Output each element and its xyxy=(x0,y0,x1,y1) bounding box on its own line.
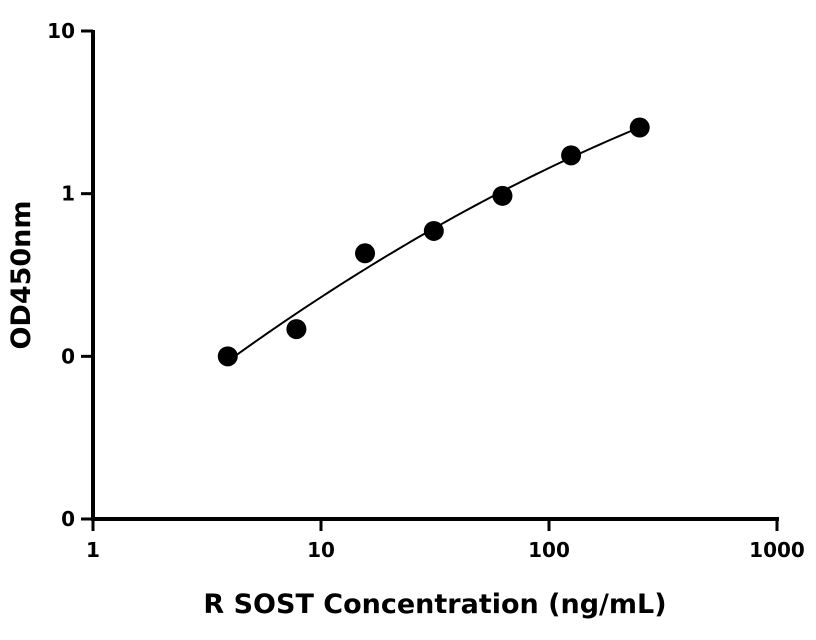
data-point xyxy=(217,346,238,367)
data-point xyxy=(492,185,513,206)
x-axis-title: R SOST Concentration (ng/mL) xyxy=(203,589,666,620)
data-point xyxy=(629,117,650,138)
x-tick-label: 100 xyxy=(528,538,570,562)
y-ticks: 0 0 1 10 xyxy=(47,19,93,531)
y-tick-label: 1 xyxy=(61,182,75,206)
y-tick-label: 10 xyxy=(47,19,75,43)
data-points xyxy=(217,117,650,367)
data-point xyxy=(561,145,582,166)
y-tick-label: 0 xyxy=(61,344,75,368)
data-point xyxy=(286,319,307,340)
y-axis-title: OD450nm xyxy=(6,200,37,349)
data-point xyxy=(355,243,376,264)
x-tick-label: 10 xyxy=(307,538,335,562)
y-tick-label: 0 xyxy=(61,507,75,531)
x-tick-label: 1 xyxy=(86,538,100,562)
data-point xyxy=(423,220,444,241)
x-ticks: 1 10 100 1000 xyxy=(86,519,805,562)
y-axis: 0 0 1 10 xyxy=(47,19,95,531)
x-axis: 1 10 100 1000 xyxy=(86,517,805,562)
x-tick-label: 1000 xyxy=(749,538,805,562)
